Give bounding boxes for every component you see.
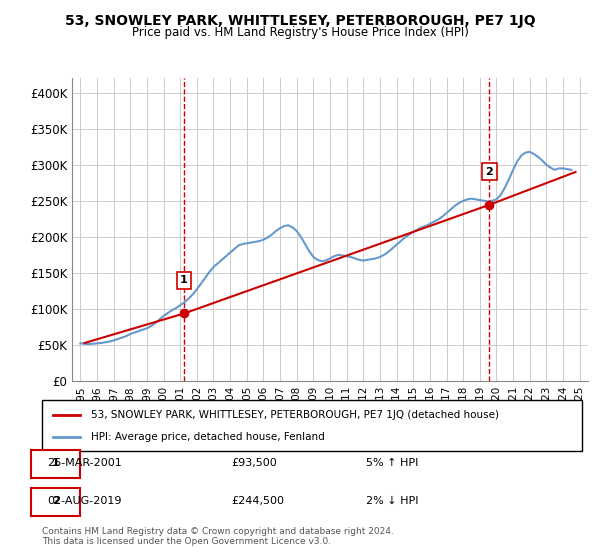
- Text: 2: 2: [52, 496, 59, 506]
- FancyBboxPatch shape: [42, 400, 582, 451]
- Text: £244,500: £244,500: [231, 496, 284, 506]
- Text: Contains HM Land Registry data © Crown copyright and database right 2024.
This d: Contains HM Land Registry data © Crown c…: [42, 526, 394, 546]
- Text: 02-AUG-2019: 02-AUG-2019: [47, 496, 122, 506]
- Text: 26-MAR-2001: 26-MAR-2001: [47, 459, 122, 468]
- Text: Price paid vs. HM Land Registry's House Price Index (HPI): Price paid vs. HM Land Registry's House …: [131, 26, 469, 39]
- Text: HPI: Average price, detached house, Fenland: HPI: Average price, detached house, Fenl…: [91, 432, 325, 442]
- Text: 53, SNOWLEY PARK, WHITTLESEY, PETERBOROUGH, PE7 1JQ: 53, SNOWLEY PARK, WHITTLESEY, PETERBOROU…: [65, 14, 535, 28]
- Text: 2% ↓ HPI: 2% ↓ HPI: [366, 496, 419, 506]
- FancyBboxPatch shape: [31, 488, 80, 516]
- Text: 2: 2: [485, 167, 493, 176]
- Text: 53, SNOWLEY PARK, WHITTLESEY, PETERBOROUGH, PE7 1JQ (detached house): 53, SNOWLEY PARK, WHITTLESEY, PETERBOROU…: [91, 409, 499, 419]
- Text: 5% ↑ HPI: 5% ↑ HPI: [366, 459, 418, 468]
- Text: £93,500: £93,500: [231, 459, 277, 468]
- Text: 1: 1: [52, 459, 59, 468]
- FancyBboxPatch shape: [31, 450, 80, 478]
- Text: 1: 1: [180, 276, 188, 286]
